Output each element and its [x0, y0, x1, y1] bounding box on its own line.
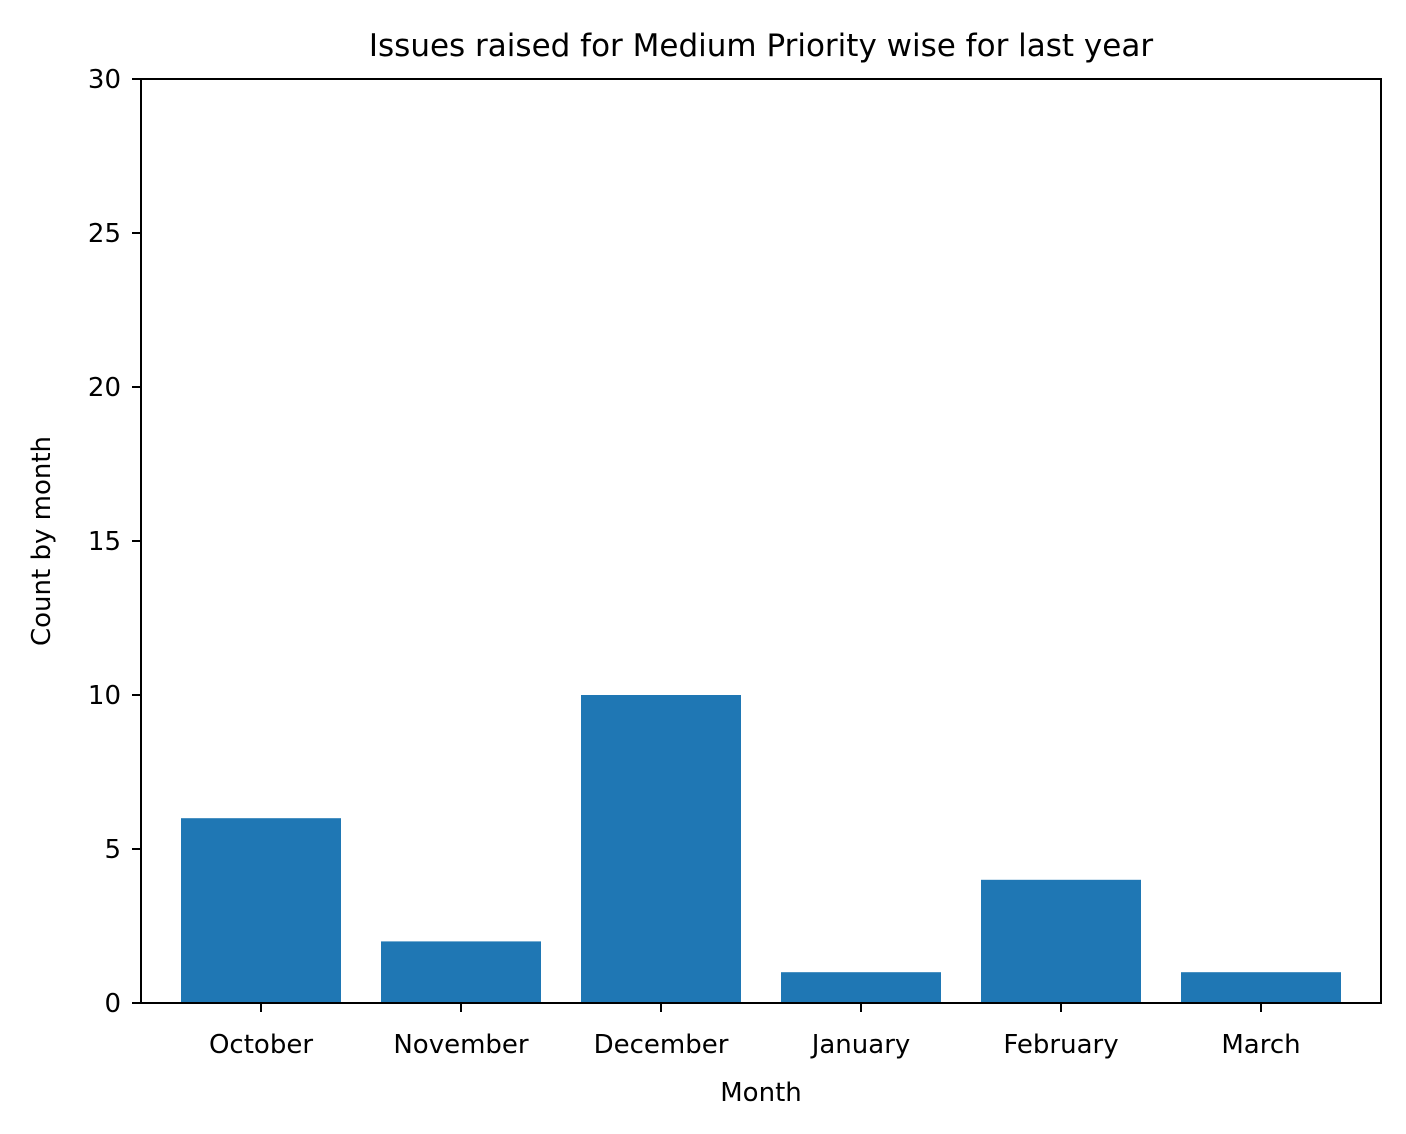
x-tick-label: October	[209, 1030, 313, 1060]
bar-november	[381, 941, 541, 1003]
x-axis-ticks: October November December January February Ma…	[209, 1003, 1301, 1060]
bar-december	[581, 695, 741, 1003]
x-tick-label: December	[594, 1030, 729, 1060]
x-tick-label: February	[1003, 1030, 1118, 1060]
x-axis-title: Month	[720, 1078, 802, 1108]
y-tick-label: 0	[104, 989, 121, 1019]
bar-october	[181, 818, 341, 1003]
x-tick-label: November	[393, 1030, 529, 1060]
y-tick-label: 5	[104, 835, 121, 865]
y-tick-label: 20	[88, 373, 121, 403]
y-axis-ticks: 0 5 10 15 20 25 30	[88, 65, 141, 1019]
x-tick-label: March	[1221, 1030, 1300, 1060]
bar-march	[1181, 972, 1341, 1003]
bars-group	[181, 695, 1341, 1003]
y-tick-label: 10	[88, 681, 121, 711]
bar-february	[981, 879, 1141, 1003]
x-tick-label: January	[810, 1030, 911, 1060]
y-tick-label: 25	[88, 219, 121, 249]
y-axis-title: Count by month	[27, 436, 57, 646]
chart-title: Issues raised for Medium Priority wise f…	[369, 28, 1153, 64]
y-tick-label: 30	[88, 65, 121, 95]
y-tick-label: 15	[88, 527, 121, 557]
bar-january	[781, 972, 941, 1003]
